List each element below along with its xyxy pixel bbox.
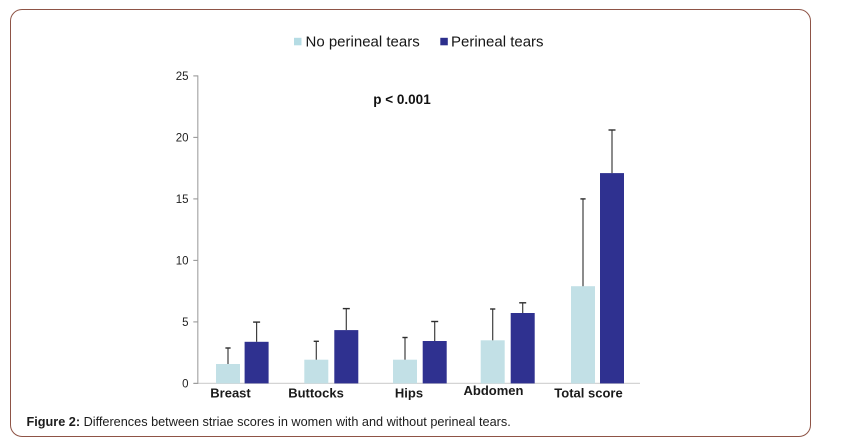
svg-text:10: 10 (176, 255, 189, 267)
svg-text:25: 25 (176, 71, 189, 83)
svg-text:Breast: Breast (210, 386, 251, 401)
svg-text:Hips: Hips (395, 386, 423, 401)
svg-text:Total score: Total score (554, 386, 622, 401)
svg-text:20: 20 (176, 132, 189, 144)
svg-text:Abdomen: Abdomen (464, 383, 524, 398)
svg-text:0: 0 (182, 378, 188, 390)
svg-text:Buttocks: Buttocks (288, 386, 344, 401)
svg-text:No perineal tears: No perineal tears (306, 33, 420, 50)
svg-text:p < 0.001: p < 0.001 (373, 92, 431, 107)
svg-text:Perineal tears: Perineal tears (451, 33, 544, 50)
svg-text:5: 5 (182, 317, 188, 329)
svg-text:15: 15 (176, 194, 189, 206)
